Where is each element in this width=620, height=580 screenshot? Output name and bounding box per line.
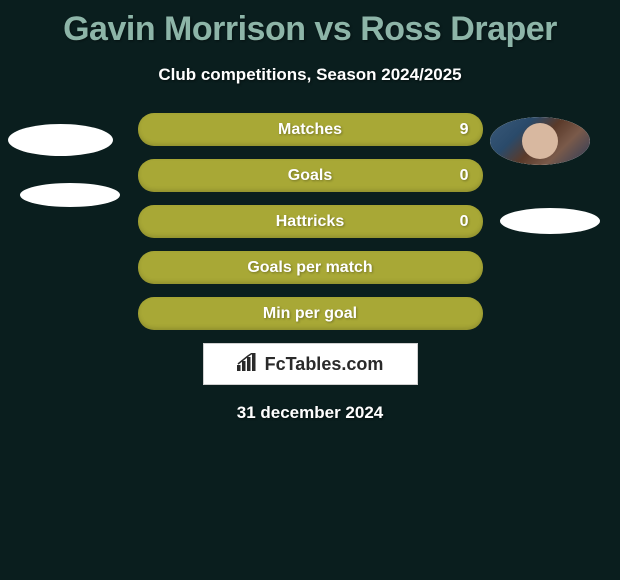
stat-label: Goals per match: [247, 259, 372, 277]
stat-bar-goals-per-match: Goals per match: [138, 251, 483, 284]
logo-box[interactable]: FcTables.com: [203, 343, 418, 385]
stat-bar-min-per-goal: Min per goal: [138, 297, 483, 330]
stat-value-right: 9: [460, 121, 469, 139]
stat-value-right: 0: [460, 213, 469, 231]
date-text: 31 december 2024: [0, 403, 620, 423]
logo-text: FcTables.com: [265, 354, 384, 375]
stat-label: Min per goal: [263, 305, 357, 323]
stat-value-right: 0: [460, 167, 469, 185]
chart-icon: [237, 353, 259, 376]
stat-label: Matches: [278, 121, 342, 139]
stat-label: Hattricks: [276, 213, 344, 231]
player-left-avatar-1: [8, 124, 113, 156]
subtitle: Club competitions, Season 2024/2025: [0, 65, 620, 85]
page-title: Gavin Morrison vs Ross Draper: [0, 0, 620, 49]
comparison-area: Matches 9 Goals 0 Hattricks 0 Goals per …: [0, 113, 620, 423]
stat-rows: Matches 9 Goals 0 Hattricks 0 Goals per …: [138, 113, 483, 330]
player-left-avatar-2: [20, 183, 120, 207]
stat-bar-goals: Goals 0: [138, 159, 483, 192]
comparison-infographic: Gavin Morrison vs Ross Draper Club compe…: [0, 0, 620, 580]
player-right-avatar-1: [490, 117, 590, 165]
stat-bar-hattricks: Hattricks 0: [138, 205, 483, 238]
player-right-avatar-2: [500, 208, 600, 234]
player-right-photo: [490, 117, 590, 165]
stat-label: Goals: [288, 167, 332, 185]
stat-bar-matches: Matches 9: [138, 113, 483, 146]
